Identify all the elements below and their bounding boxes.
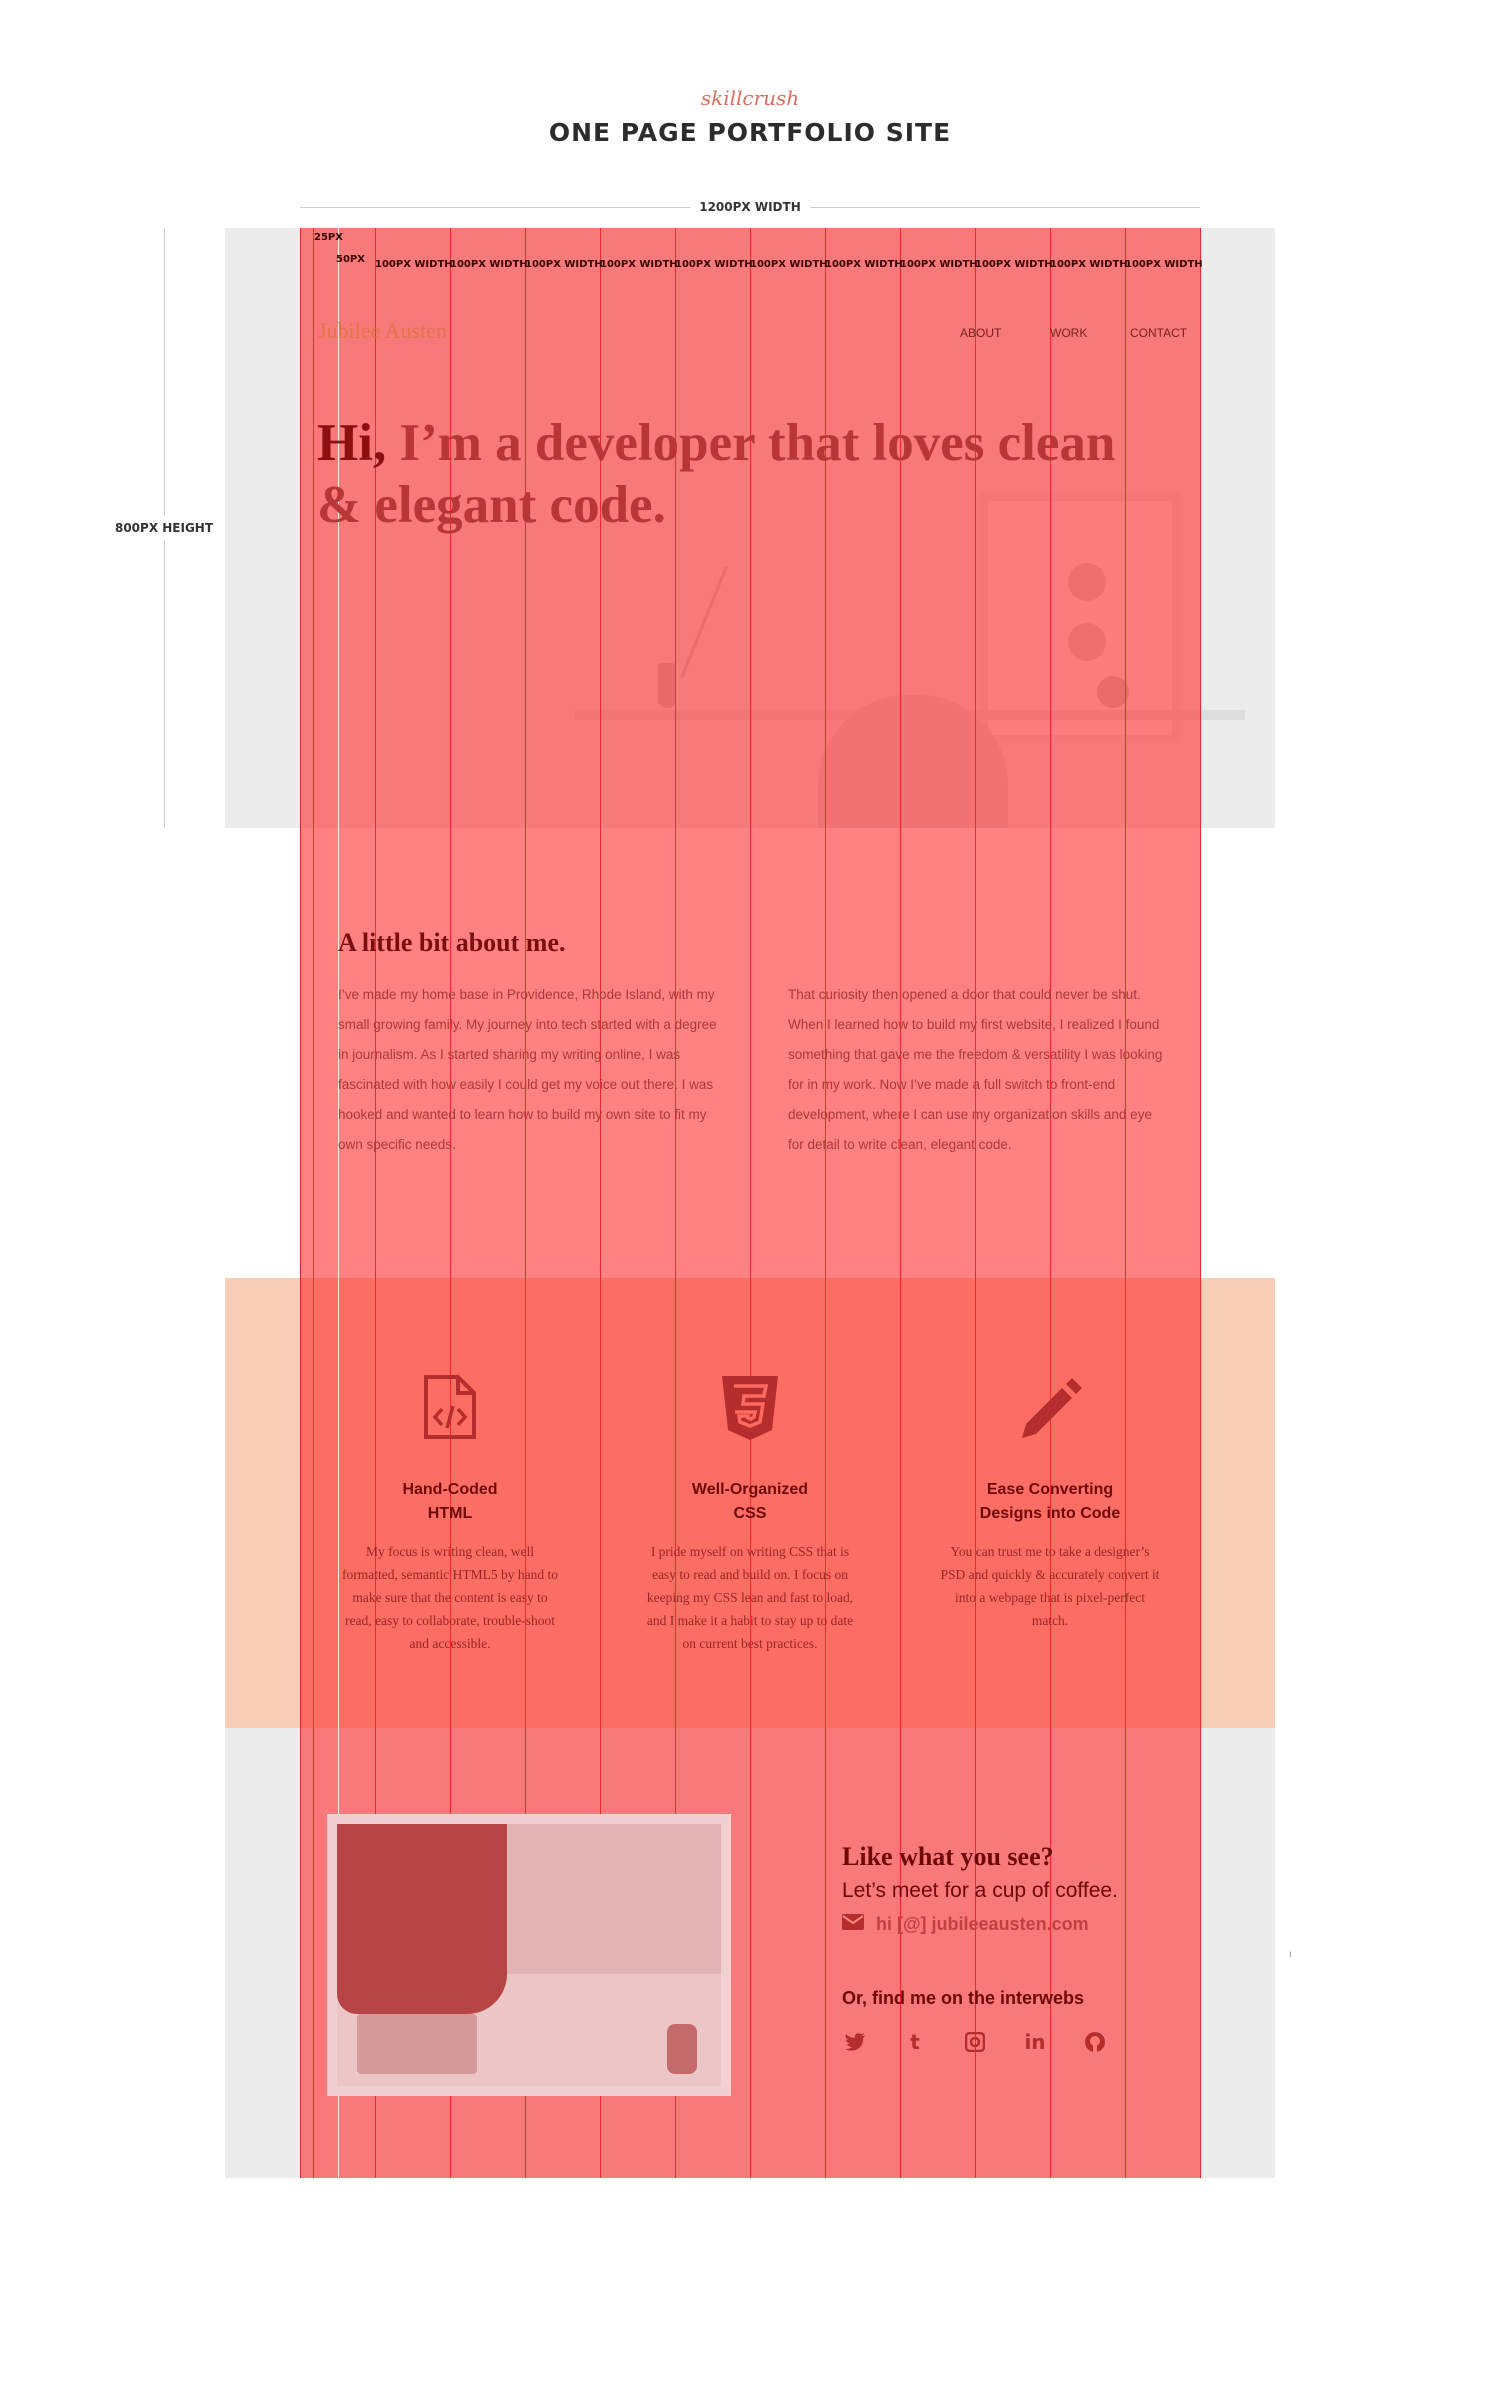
skill-title-line: Well-Organized [691,1481,809,1498]
grid-column-line [900,228,901,2178]
github-icon[interactable] [1082,2029,1108,2055]
skillcrush-logo: skillcrush [700,86,800,110]
grid-column-label: 100PX WIDTH [900,259,978,270]
gutter-guide-line [338,228,339,2178]
html-file-icon [340,1372,560,1444]
contact-subtitle: Let’s meet for a cup of coffee. [842,1879,1118,1902]
skill-description: I pride myself on writing CSS that is ea… [646,1544,854,1651]
grid-column-line [1050,228,1051,2178]
css3-icon [640,1372,860,1444]
grid-column-line [1125,228,1126,2178]
about-title: A little bit about me. [338,928,566,957]
nav-work-link[interactable]: WORK [1050,326,1088,340]
skill-description: You can trust me to take a designer’s PS… [940,1544,1160,1628]
workspace-photo [327,1814,731,2096]
skill-title-line: Ease Converting [986,1481,1114,1498]
skill-html: Hand-Coded HTML My focus is writing clea… [340,1372,560,1655]
pencil-icon [940,1372,1160,1444]
document-title: ONE PAGE PORTFOLIO SITE [548,118,952,147]
gutter-guide-line [313,228,314,2178]
grid-column-line [675,228,676,2178]
about-paragraph-1: I’ve made my home base in Providence, Rh… [338,987,717,1152]
height-dimension-line-top [164,228,165,516]
grid-column-line [975,228,976,2178]
skill-design: Ease Converting Designs into Code You ca… [940,1372,1160,1632]
grid-column-line [750,228,751,2178]
skill-title-line: CSS [733,1505,767,1522]
height-dimension-label: 800PX HEIGHT [100,521,228,535]
skill-title: Well-Organized CSS [640,1478,860,1526]
grid-column-label: 100PX WIDTH [525,259,603,270]
grid-column-label: 100PX WIDTH [375,259,453,270]
hero-heading: Hi, I’m a developer that loves clean & e… [317,412,1117,536]
skill-css: Well-Organized CSS I pride myself on wri… [640,1372,860,1655]
contact-email-link[interactable]: hi [@] jubileeausten.com [842,1914,1089,1935]
grid-column-label: 100PX WIDTH [825,259,903,270]
grid-column-line [450,228,451,2178]
site-logo[interactable]: Jubilee Austen [318,318,447,343]
skill-description: My focus is writing clean, well formatte… [342,1544,558,1651]
grid-column-label: 100PX WIDTH [675,259,753,270]
photo-person [337,1824,507,2014]
envelope-icon [842,1914,864,1935]
grid-column-label: 100PX WIDTH [450,259,528,270]
twitter-icon[interactable] [842,2029,868,2055]
photo-plant [667,2024,697,2074]
grid-column-line [600,228,601,2178]
grid-column-label: 100PX WIDTH [1050,259,1128,270]
height-dimension-line-bottom [164,540,165,828]
gutter-label-50: 50PX [336,254,365,265]
grid-column-line [825,228,826,2178]
grid-column-line [375,228,376,2178]
scroll-tick-mark: ı [1289,1949,1292,1960]
grid-column-label: 100PX WIDTH [600,259,678,270]
contact-email-text: hi [@] jubileeausten.com [876,1914,1089,1934]
contact-title: Like what you see? [842,1842,1054,1871]
tumblr-icon[interactable]: t [910,2030,920,2054]
grid-column-line [300,228,301,2178]
grid-column-line [525,228,526,2178]
social-title: Or, find me on the interwebs [842,1988,1085,2008]
gutter-label-25: 25PX [314,232,343,243]
grid-column-label: 100PX WIDTH [975,259,1053,270]
photo-laptop [357,2014,477,2074]
skill-title-line: HTML [427,1505,473,1522]
about-paragraph-2: That curiosity then opened a door that c… [788,987,1163,1152]
instagram-icon[interactable] [962,2029,988,2055]
skill-title-line: Hand-Coded [402,1481,498,1498]
skill-title: Ease Converting Designs into Code [940,1478,1160,1526]
hero-heading-text: I’m a developer that loves clean & elega… [317,414,1116,534]
grid-column-label: 100PX WIDTH [1125,259,1203,270]
skill-title: Hand-Coded HTML [340,1478,560,1526]
width-dimension-label: 1200PX WIDTH [699,200,801,214]
grid-column-line [1200,228,1201,2178]
skill-title-line: Designs into Code [979,1505,1121,1522]
hero-greeting: Hi, [317,414,387,472]
grid-column-label: 100PX WIDTH [750,259,828,270]
nav-about-link[interactable]: ABOUT [960,326,1002,340]
width-dimension-line-right [810,207,1200,208]
linkedin-icon[interactable]: in [1024,2030,1046,2054]
width-dimension-line-left [300,207,690,208]
nav-contact-link[interactable]: CONTACT [1130,326,1188,340]
